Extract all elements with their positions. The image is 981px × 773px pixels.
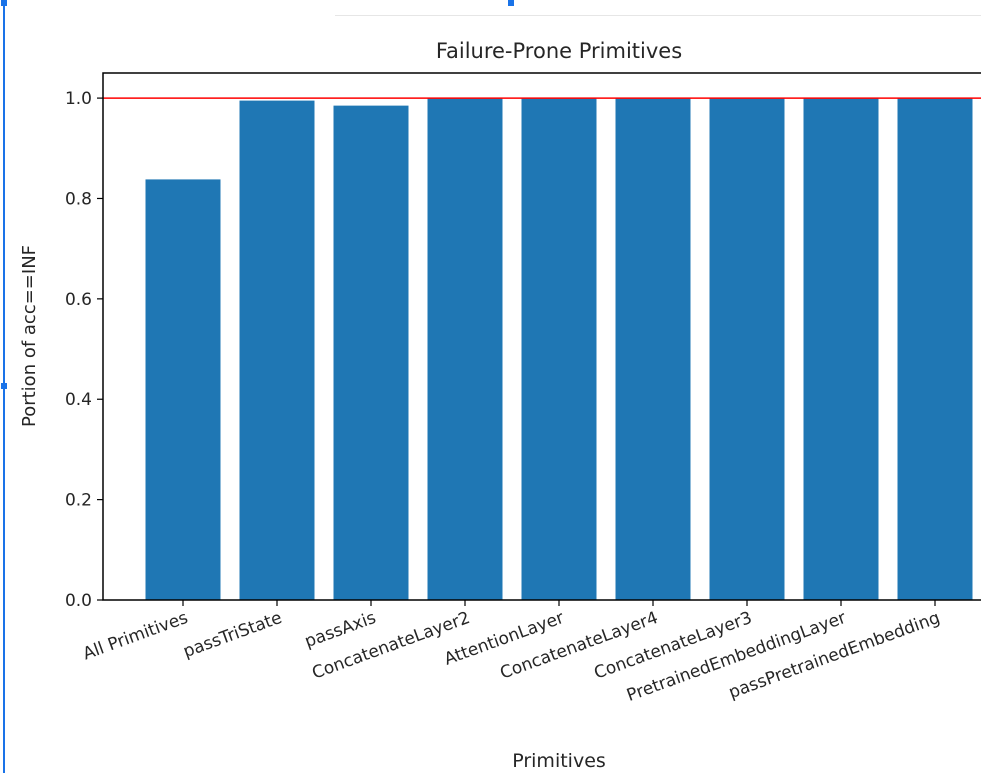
chart-title: Failure-Prone Primitives — [436, 39, 682, 63]
top-divider-line — [335, 15, 981, 16]
selection-handle-middle-left[interactable] — [1, 383, 7, 389]
bar-2 — [333, 105, 409, 600]
x-tick-label-1: passTriState — [181, 608, 285, 662]
bar-8 — [897, 98, 973, 600]
bar-1 — [239, 100, 315, 600]
x-tick-label-0: All Primitives — [80, 608, 191, 665]
x-tick-label-5: ConcatenateLayer4 — [497, 608, 660, 684]
y-tick-label-5: 1.0 — [65, 89, 92, 109]
bar-5 — [615, 98, 691, 600]
y-tick-label-1: 0.2 — [65, 491, 92, 511]
x-tick-label-3: ConcatenateLayer2 — [309, 608, 472, 684]
selection-handle-top-left[interactable] — [1, 0, 7, 6]
bar-6 — [709, 98, 785, 600]
y-tick-label-4: 0.8 — [65, 189, 92, 209]
y-tick-label-2: 0.4 — [65, 390, 92, 410]
x-axis-label: Primitives — [512, 750, 606, 772]
bar-group — [145, 98, 973, 600]
bar-3 — [427, 98, 503, 600]
y-axis: 0.0 0.2 0.4 0.6 0.8 1.0 — [65, 89, 103, 611]
plot-frame — [102, 72, 981, 601]
y-axis-label: Portion of acc==INF — [19, 245, 40, 427]
y-tick-label-0: 0.0 — [65, 591, 92, 611]
bar-7 — [803, 98, 879, 600]
selection-handle-top-middle[interactable] — [508, 0, 514, 6]
y-tick-label-3: 0.6 — [65, 290, 92, 310]
bar-0 — [145, 179, 221, 600]
bar-4 — [521, 98, 597, 600]
